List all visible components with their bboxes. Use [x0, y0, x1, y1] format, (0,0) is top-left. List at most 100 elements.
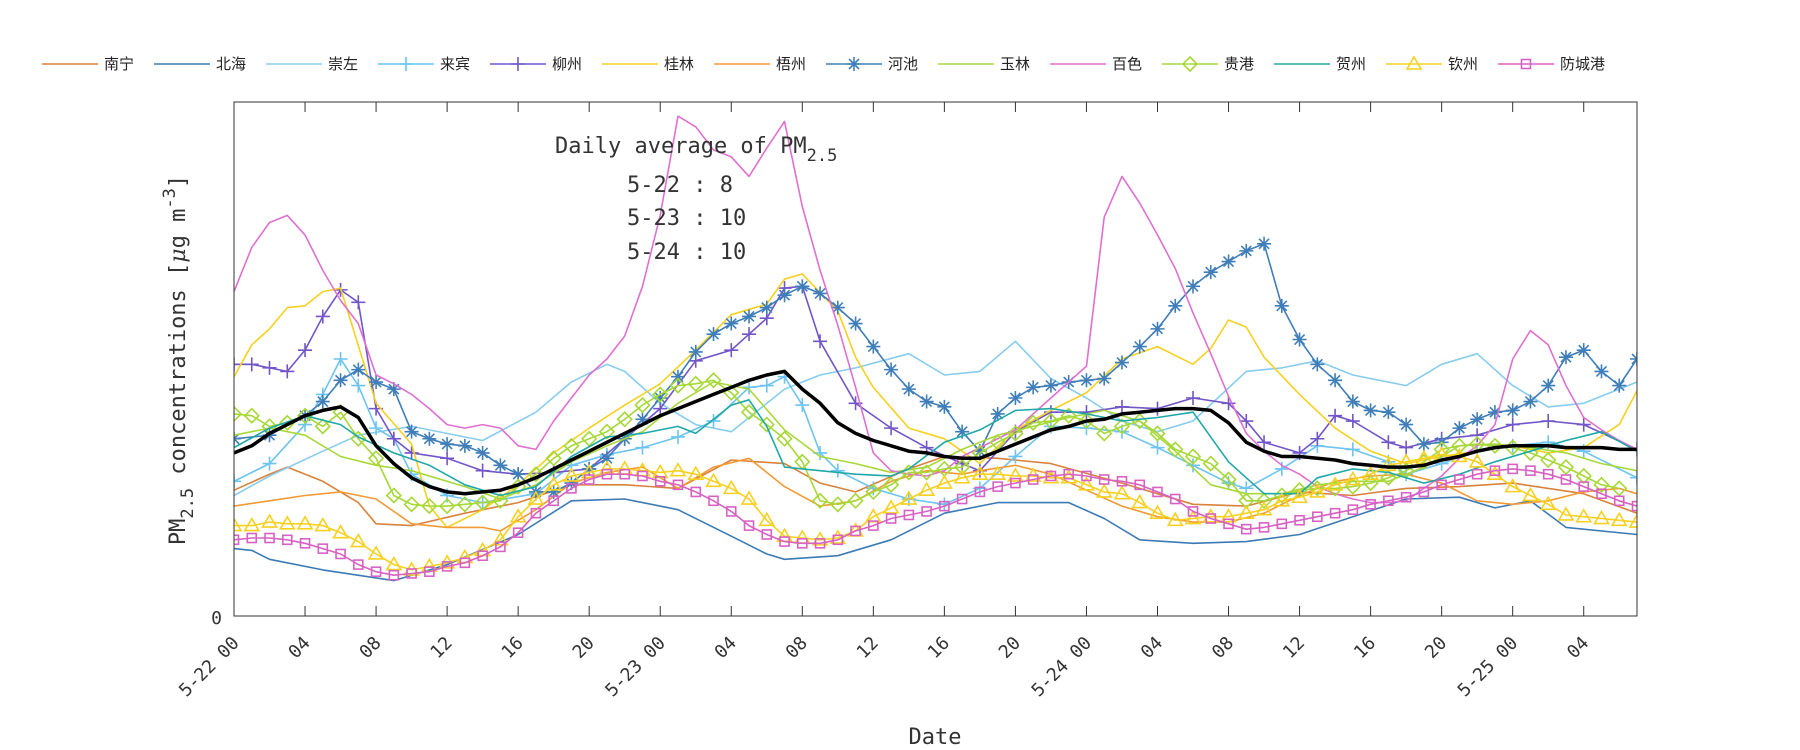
data-point-12-62 [1326, 476, 1344, 491]
data-point-13-58 [1258, 522, 1270, 533]
legend-item-6: 梧州 [714, 55, 806, 73]
data-point-10-45 [1025, 414, 1042, 431]
data-point-7-17 [564, 476, 579, 491]
data-point-13-1 [246, 532, 258, 544]
y-axis-label-unit: g m [166, 209, 191, 249]
annotation-line-1: 5-22 : 8 [627, 173, 733, 198]
y-tick-label-0: 0 [211, 608, 222, 629]
data-point-10-75 [1557, 458, 1575, 476]
data-point-12-5 [314, 517, 332, 532]
legend-label-1: 北海 [216, 55, 246, 73]
data-point-10-0 [234, 405, 243, 423]
data-point-10-31 [776, 430, 793, 447]
data-point-7-26 [724, 316, 739, 331]
data-point-10-21 [598, 423, 616, 440]
data-point-10-77 [1593, 476, 1610, 493]
data-point-4-20 [742, 327, 757, 342]
x-tick-label-9: 12 [853, 633, 883, 663]
data-point-7-23 [670, 369, 685, 384]
series-5 [234, 273, 1637, 529]
data-point-7-14 [511, 467, 526, 482]
data-point-7-27 [742, 309, 757, 324]
legend-label-12: 钦州 [1448, 55, 1478, 73]
data-point-7-79 [1666, 347, 1680, 361]
data-point-7-35 [884, 362, 899, 377]
data-point-12-6 [332, 524, 349, 539]
data-point-3-18 [759, 378, 774, 393]
data-point-7-44 [1043, 378, 1058, 393]
data-point-12-47 [1060, 469, 1078, 484]
axis-ticks: 5-22 00 04 08 12 16 20 5-23 00 04 08 12 16 20 5-24 0… [175, 102, 1593, 701]
data-point-10-17 [527, 466, 545, 483]
data-point-13-46 [1045, 470, 1057, 482]
annotation-line-3: 5-24 : 10 [627, 240, 746, 265]
series-line-5 [234, 273, 1637, 529]
data-point-7-70 [1505, 403, 1520, 418]
x-tick-label-19: 04 [1563, 633, 1593, 663]
y-axis-label-pm: PM [166, 519, 191, 546]
data-point-3-37 [1345, 442, 1360, 457]
data-point-10-23 [634, 396, 651, 414]
data-point-7-55 [1239, 243, 1254, 258]
data-point-13-54 [1187, 506, 1199, 517]
data-point-12-26 [687, 465, 705, 481]
data-point-10-24 [652, 386, 669, 403]
data-point-10-20 [581, 430, 598, 447]
data-point-7-62 [1363, 403, 1378, 418]
data-point-12-48 [1078, 476, 1095, 491]
data-point-13-6 [335, 548, 346, 560]
annotation-line-2: 5-23 : 10 [627, 206, 746, 231]
data-point-12-29 [740, 490, 758, 505]
data-point-12-59 [1273, 492, 1291, 507]
data-point-12-50 [1113, 485, 1131, 500]
data-point-7-56 [1257, 236, 1272, 251]
data-point-12-27 [705, 472, 722, 488]
data-point-4-1 [244, 357, 259, 372]
data-point-3-14 [635, 440, 650, 455]
series-6 [234, 457, 1637, 532]
data-point-10-26 [687, 375, 704, 392]
data-point-3-33 [1221, 476, 1236, 491]
data-point-10-37 [882, 476, 900, 493]
data-point-12-53 [1166, 511, 1184, 527]
data-point-7-37 [919, 394, 934, 409]
data-point-13-57 [1240, 523, 1252, 535]
legend-label-7: 河池 [888, 55, 918, 73]
series-9 [234, 115, 1637, 504]
data-point-10-56 [1220, 471, 1237, 488]
data-point-10-50 [1113, 418, 1131, 435]
legend-item-1: 北海 [154, 55, 246, 73]
data-point-12-40 [935, 474, 953, 489]
data-point-13-80 [1650, 503, 1659, 512]
data-point-10-27 [705, 372, 722, 389]
y-axis-label: PM2.5 concentrations [μg m-3] [160, 175, 198, 545]
data-point-4-12 [475, 463, 490, 478]
data-point-13-28 [725, 506, 737, 517]
data-point-7-67 [1452, 421, 1467, 436]
data-point-4-43 [1381, 435, 1396, 450]
data-point-7-54 [1221, 254, 1236, 269]
data-point-7-34 [866, 339, 881, 354]
data-point-7-61 [1345, 394, 1360, 409]
data-point-7-65 [1416, 437, 1431, 452]
x-tick-label-14: 08 [1208, 633, 1238, 663]
data-point-10-25 [669, 377, 687, 394]
data-point-7-22 [653, 390, 668, 405]
data-point-7-30 [795, 279, 810, 294]
data-point-4-37 [1239, 414, 1254, 429]
data-point-7-19 [599, 451, 614, 466]
legend-marker-3 [399, 57, 413, 71]
data-point-12-57 [1237, 504, 1255, 519]
legend-item-7: 河池 [826, 55, 918, 73]
data-point-7-42 [1008, 390, 1023, 405]
data-point-10-64 [1362, 474, 1379, 492]
data-point-13-56 [1223, 518, 1234, 530]
data-point-13-79 [1631, 500, 1637, 512]
data-point-13-24 [654, 475, 666, 487]
legend-marker-13 [1520, 58, 1532, 70]
data-point-12-28 [722, 479, 740, 495]
legend-item-12: 钦州 [1386, 55, 1478, 73]
data-point-7-5 [351, 362, 366, 377]
data-point-12-77 [1593, 509, 1610, 525]
data-point-7-69 [1487, 405, 1502, 420]
